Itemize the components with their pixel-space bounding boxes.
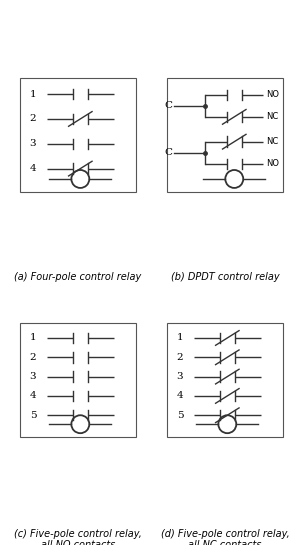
Text: (a) Four-pole control relay: (a) Four-pole control relay	[14, 272, 142, 282]
Text: 1: 1	[177, 334, 183, 342]
Text: (d) Five-pole control relay,
all NC contacts: (d) Five-pole control relay, all NC cont…	[160, 529, 290, 545]
Text: 4: 4	[30, 391, 36, 401]
Text: (b) DPDT control relay: (b) DPDT control relay	[171, 272, 279, 282]
Text: 4: 4	[30, 164, 36, 173]
Text: 5: 5	[30, 411, 36, 420]
Text: (c) Five-pole control relay,
all NO contacts: (c) Five-pole control relay, all NO cont…	[14, 529, 142, 545]
Text: C: C	[165, 148, 172, 158]
Text: 1: 1	[30, 89, 36, 99]
Text: 2: 2	[30, 353, 36, 362]
Bar	[20, 323, 136, 437]
Text: 3: 3	[30, 140, 36, 148]
Bar	[20, 77, 136, 192]
Text: 3: 3	[30, 372, 36, 381]
Text: NC: NC	[266, 137, 278, 146]
Text: C: C	[165, 101, 172, 110]
Text: NO: NO	[266, 90, 279, 99]
Text: 5: 5	[177, 411, 183, 420]
Text: 4: 4	[177, 391, 183, 401]
Bar	[167, 77, 283, 192]
Bar	[167, 323, 283, 437]
Text: NO: NO	[266, 159, 279, 168]
Text: 1: 1	[30, 334, 36, 342]
Text: 2: 2	[30, 114, 36, 123]
Text: 2: 2	[177, 353, 183, 362]
Text: NC: NC	[266, 112, 278, 122]
Text: 3: 3	[177, 372, 183, 381]
